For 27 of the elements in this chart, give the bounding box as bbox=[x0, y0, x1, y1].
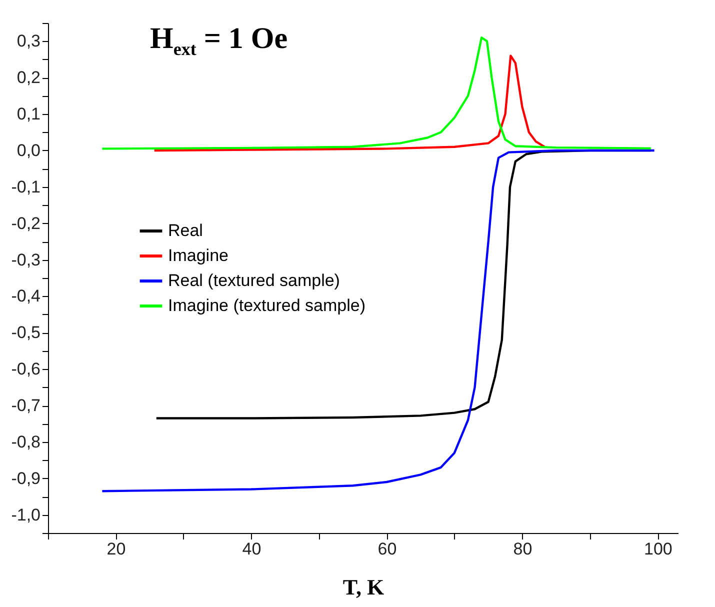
y-tick-label: -1,0 bbox=[11, 505, 40, 524]
y-tick-label: -0,6 bbox=[11, 360, 40, 379]
x-axis-title: T, K bbox=[342, 574, 384, 600]
line-series bbox=[101, 149, 656, 492]
y-tick-label: -0,5 bbox=[11, 323, 40, 342]
y-tick-label: -0,1 bbox=[11, 177, 40, 196]
legend-label: Imagine bbox=[168, 246, 228, 265]
legend-label: Real (textured sample) bbox=[168, 271, 340, 290]
y-tick-label: 0,0 bbox=[16, 141, 40, 160]
annotation: H$_{ext}$ = 1 Oe bbox=[150, 22, 288, 60]
y-tick-label: 0,3 bbox=[16, 32, 40, 51]
y-tick-label: -0,7 bbox=[11, 396, 40, 415]
x-tick-label: 80 bbox=[513, 540, 532, 558]
y-tick-label: -0,3 bbox=[11, 250, 40, 270]
y-tick-label: -0,4 bbox=[11, 286, 40, 306]
y-tick-label: 0,1 bbox=[16, 104, 40, 124]
x-tick-label: 40 bbox=[242, 540, 262, 558]
x-tick-label: 100 bbox=[644, 540, 672, 558]
legend-label: Imagine (textured sample) bbox=[168, 296, 366, 315]
y-tick-label: -0,8 bbox=[11, 432, 40, 452]
y-tick-label: -0,2 bbox=[11, 214, 40, 233]
line-series bbox=[153, 54, 546, 152]
y-tick-label: -0,9 bbox=[11, 468, 40, 488]
y-tick-label: 0,2 bbox=[16, 68, 40, 88]
x-tick-label: 20 bbox=[106, 540, 126, 558]
legend-label: Real bbox=[168, 221, 203, 240]
x-tick-label: 60 bbox=[378, 540, 397, 558]
